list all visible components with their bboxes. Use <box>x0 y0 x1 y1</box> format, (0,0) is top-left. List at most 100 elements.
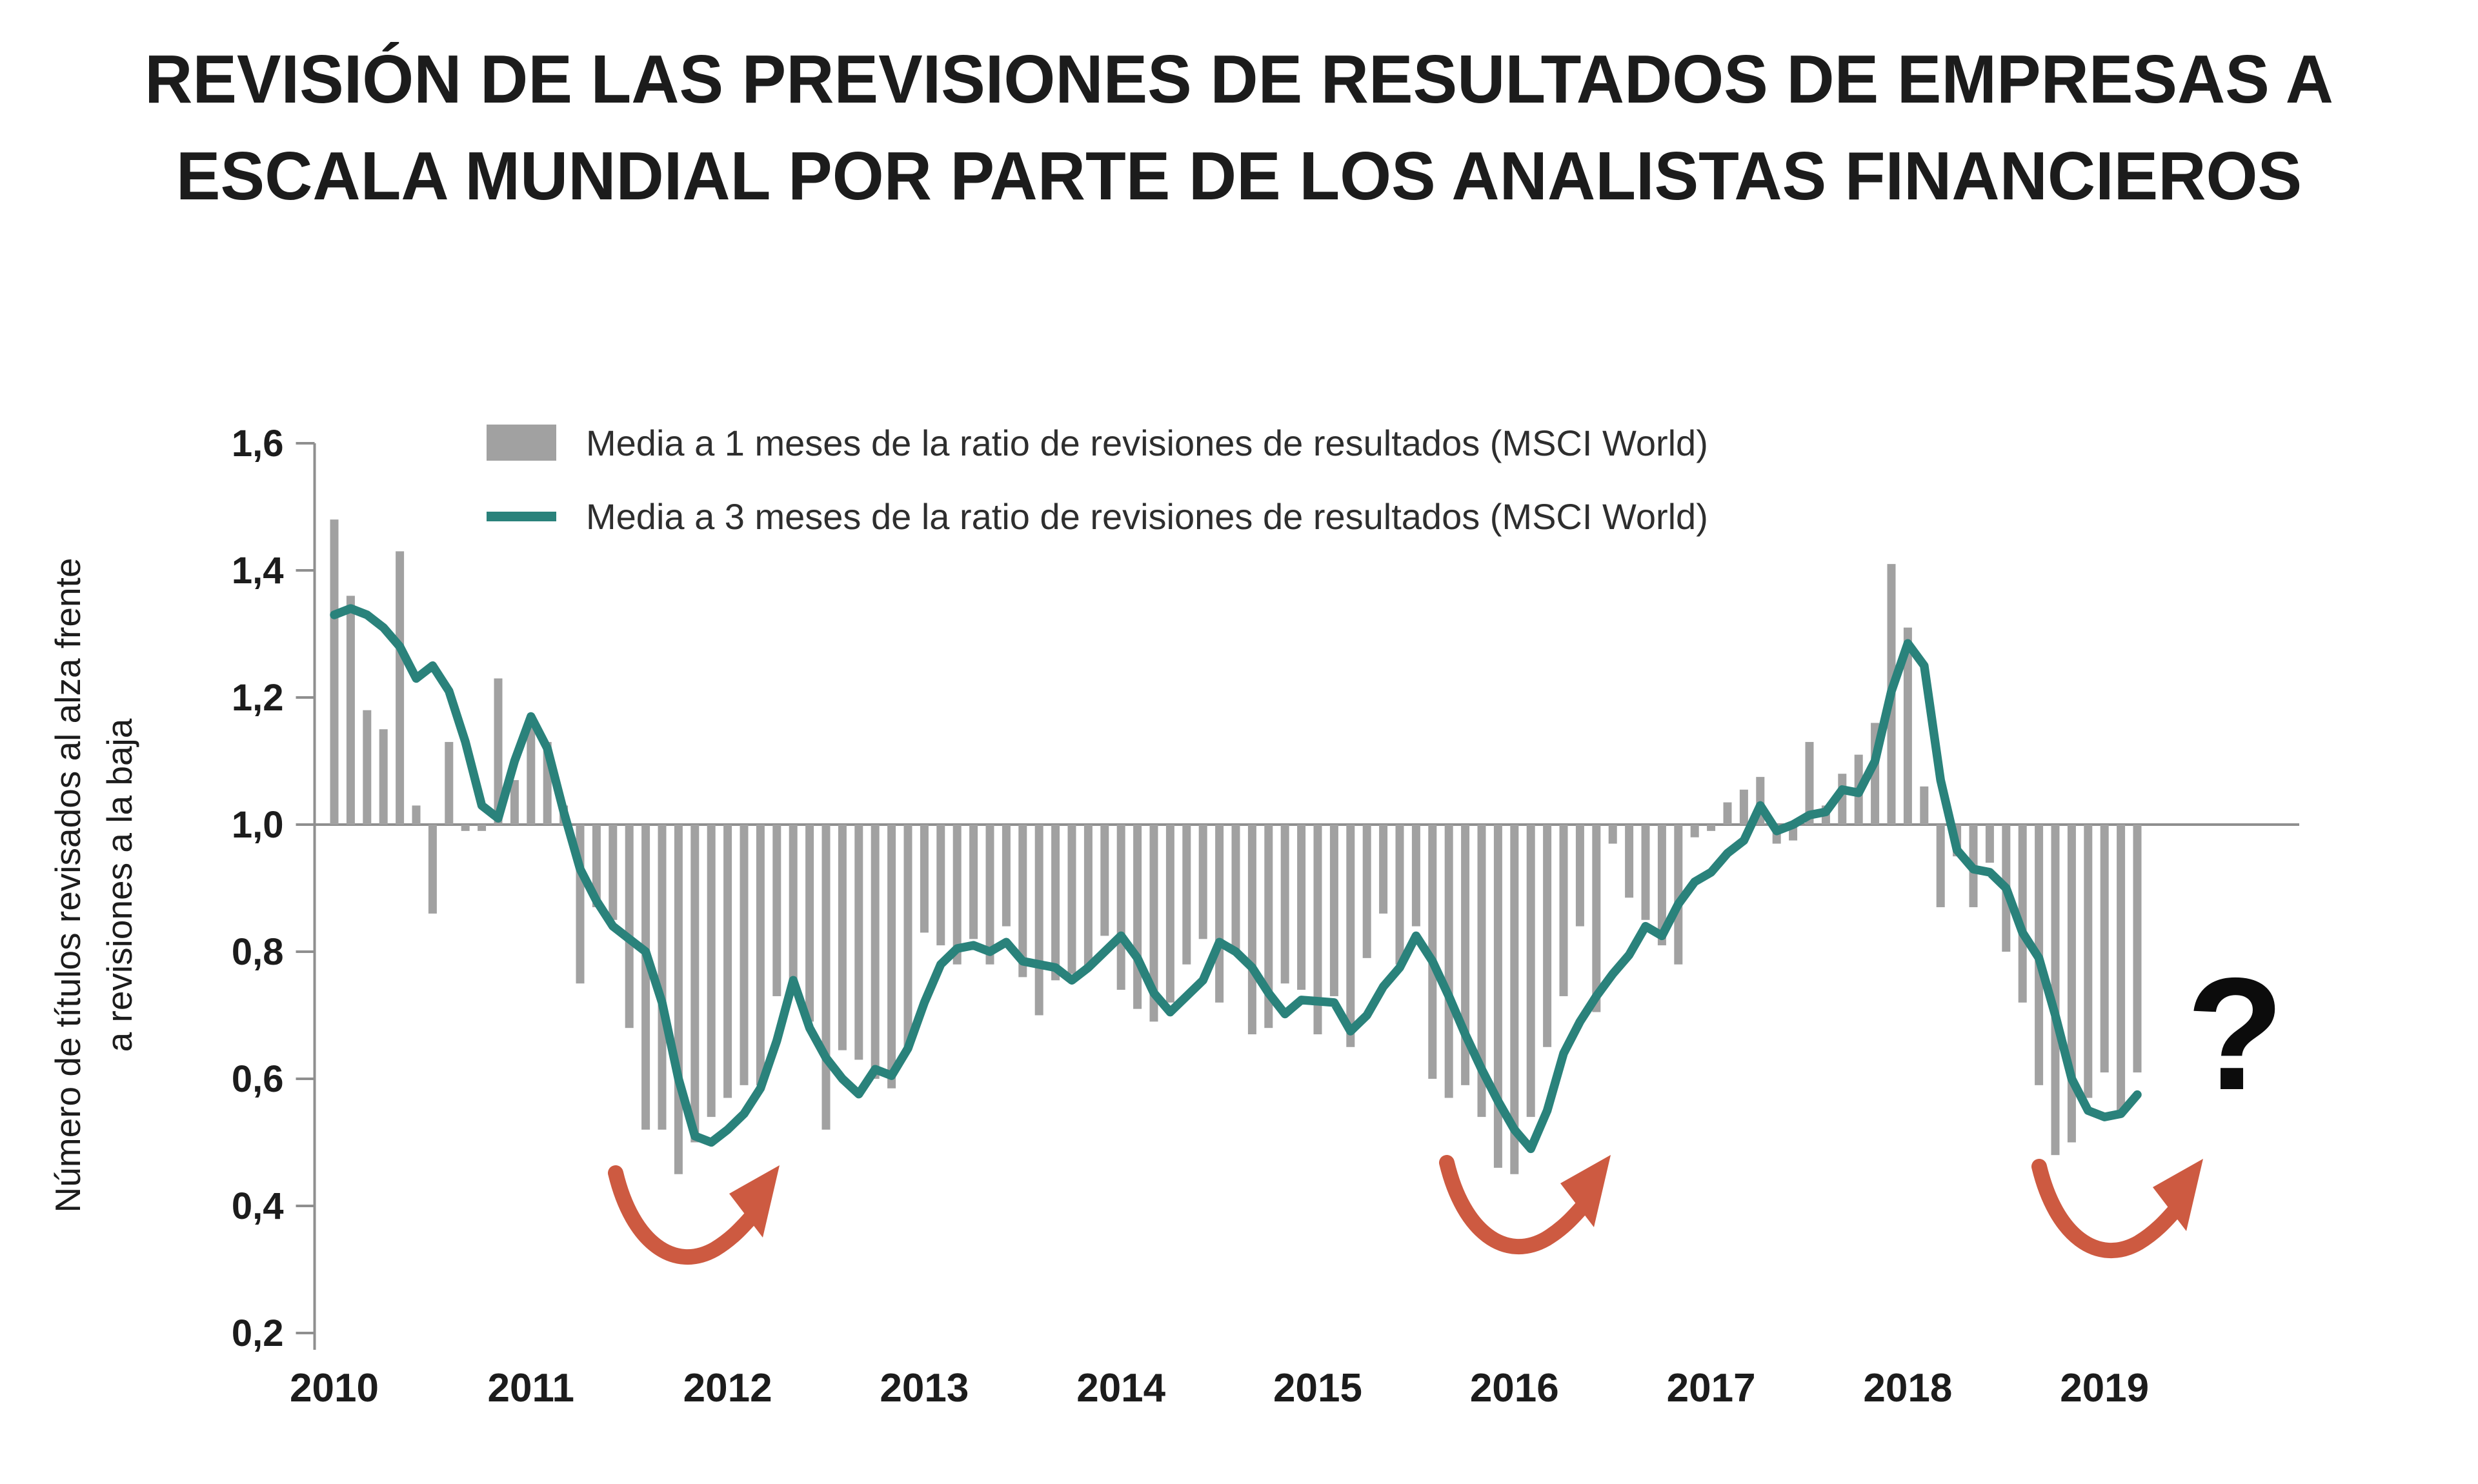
bar-2013-01 <box>920 825 929 933</box>
bar-2012-04 <box>772 825 781 996</box>
bar-2018-11 <box>2067 825 2076 1143</box>
y-tick-label: 1,2 <box>232 677 284 719</box>
bar-2010-07 <box>428 825 437 914</box>
bar-2014-11 <box>1280 825 1289 984</box>
year-label-2015: 2015 <box>1273 1366 1362 1410</box>
y-tick-label: 0,6 <box>232 1058 284 1100</box>
bar-2015-09 <box>1444 825 1453 1098</box>
bar-2013-06 <box>1002 825 1011 927</box>
bar-2013-10 <box>1067 825 1076 974</box>
bar-2011-09 <box>658 825 667 1130</box>
upturn-arrow-shaft <box>2031 1159 2185 1259</box>
bar-2012-08 <box>838 825 847 1050</box>
bar-2010-12 <box>510 780 519 825</box>
bar-2012-11 <box>887 825 896 1088</box>
bar-2010-04 <box>379 729 388 825</box>
bar-2017-07 <box>1805 741 1814 825</box>
upturn-arrow-icon <box>2031 1159 2203 1259</box>
bar-2013-03 <box>952 825 962 965</box>
upturn-arrow-shaft <box>608 1165 761 1265</box>
year-label-2013: 2013 <box>880 1366 969 1410</box>
year-label-2018: 2018 <box>1863 1366 1952 1410</box>
year-label-2010: 2010 <box>290 1366 379 1410</box>
y-tick-label: 0,4 <box>232 1185 284 1227</box>
bar-2013-02 <box>936 825 945 946</box>
bar-2011-12 <box>707 825 716 1118</box>
bar-2018-03 <box>1936 825 1945 908</box>
bar-2010-09 <box>461 825 470 831</box>
bar-2013-07 <box>1018 825 1027 978</box>
y-tick-label: 0,8 <box>232 931 284 973</box>
y-tick-label: 1,4 <box>232 550 284 592</box>
chart-title-line2: ESCALA MUNDIAL POR PARTE DE LOS ANALISTA… <box>176 138 2302 214</box>
bar-2011-10 <box>674 825 683 1174</box>
bar-2010-03 <box>363 710 372 825</box>
bar-2011-11 <box>690 825 700 1143</box>
bar-2016-02 <box>1526 825 1535 1118</box>
year-label-2012: 2012 <box>683 1366 772 1410</box>
bar-2015-07 <box>1411 825 1420 927</box>
bar-2015-02 <box>1329 825 1338 996</box>
bar-2015-12 <box>1493 825 1502 1168</box>
bar-2016-11 <box>1674 825 1683 965</box>
bar-2013-11 <box>1083 825 1093 968</box>
bar-2011-05 <box>592 825 601 908</box>
bar-2016-08 <box>1625 825 1634 898</box>
upturn-arrow-shaft <box>1439 1155 1593 1255</box>
bar-2016-01 <box>1510 825 1519 1174</box>
legend-bar-label: Media a 1 meses de la ratio de revisione… <box>586 422 1708 463</box>
bar-2012-03 <box>756 825 765 1085</box>
chart-title: REVISIÓN DE LAS PREVISIONES DE RESULTADO… <box>37 31 2441 225</box>
bar-series-swatch-icon <box>487 425 556 461</box>
bar-2015-05 <box>1379 825 1388 914</box>
bar-2012-10 <box>871 825 880 1079</box>
bar-2011-01 <box>527 716 536 825</box>
year-label-2017: 2017 <box>1667 1366 1756 1410</box>
bar-2016-04 <box>1559 825 1568 996</box>
bar-2016-05 <box>1575 825 1584 927</box>
year-label-2014: 2014 <box>1076 1366 1165 1410</box>
bar-2015-04 <box>1362 825 1371 958</box>
legend-line-label: Media a 3 meses de la ratio de revisione… <box>586 496 1708 537</box>
bar-2015-03 <box>1346 825 1355 1047</box>
bar-2012-06 <box>805 825 814 1022</box>
bar-2016-03 <box>1543 825 1552 1047</box>
bar-2014-01 <box>1116 825 1125 990</box>
bar-2016-10 <box>1657 825 1666 946</box>
bar-2012-07 <box>821 825 831 1130</box>
bar-2012-12 <box>903 825 912 1047</box>
bar-2019-02 <box>2117 825 2126 1111</box>
bar-2018-02 <box>1920 786 1929 825</box>
question-mark-annotation: ? <box>2186 944 2284 1123</box>
bar-2016-06 <box>1592 825 1601 1012</box>
bar-2013-05 <box>985 825 994 965</box>
bar-2019-03 <box>2133 825 2142 1073</box>
bar-2012-09 <box>854 825 863 1060</box>
bar-2014-05 <box>1182 825 1191 965</box>
bar-2012-02 <box>740 825 749 1085</box>
bar-2018-12 <box>2084 825 2093 1098</box>
bar-2010-02 <box>346 596 355 825</box>
bar-2010-05 <box>396 551 405 825</box>
bar-2016-09 <box>1641 825 1650 920</box>
bar-2010-10 <box>478 825 487 831</box>
bar-2010-06 <box>412 805 421 825</box>
bar-2014-02 <box>1133 825 1142 1009</box>
upturn-arrow-head <box>729 1165 780 1238</box>
y-tick-label: 1,0 <box>232 804 284 846</box>
bar-2010-08 <box>445 741 454 825</box>
bar-2013-08 <box>1034 825 1043 1016</box>
trend-line <box>330 604 2142 1154</box>
y-tick-label: 1,6 <box>232 423 284 465</box>
bar-2010-01 <box>330 519 339 825</box>
bar-2012-05 <box>789 825 798 984</box>
year-label-2011: 2011 <box>488 1366 575 1410</box>
legend-item-line-series: Media a 3 meses de la ratio de revisione… <box>487 496 1708 537</box>
bar-2018-06 <box>1985 825 1994 863</box>
bar-2014-04 <box>1165 825 1174 1003</box>
bar-2018-08 <box>2018 825 2027 1003</box>
bar-2010-11 <box>494 678 503 825</box>
bar-2016-12 <box>1690 825 1699 837</box>
bar-2014-08 <box>1231 825 1240 952</box>
